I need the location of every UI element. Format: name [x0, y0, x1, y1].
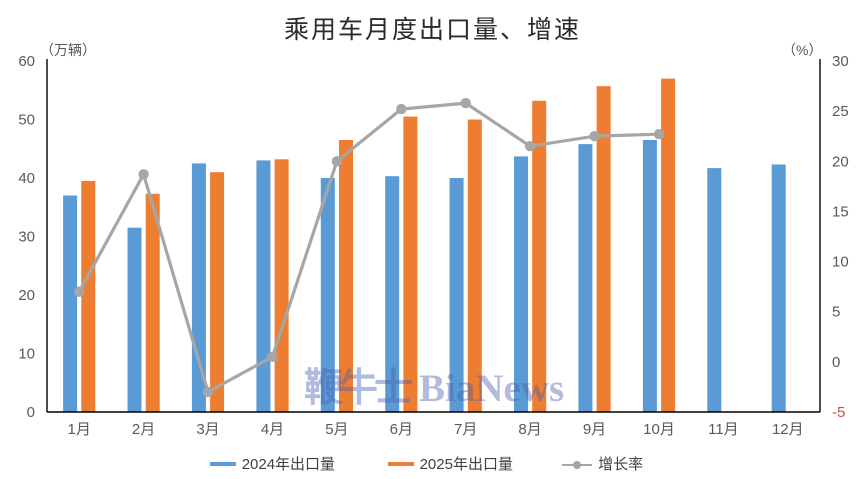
svg-text:0: 0 [27, 404, 35, 421]
svg-text:10月: 10月 [643, 421, 675, 438]
svg-text:-5: -5 [832, 404, 845, 421]
svg-text:4月: 4月 [261, 421, 284, 438]
svg-text:7月: 7月 [454, 421, 477, 438]
svg-text:10: 10 [832, 254, 849, 271]
svg-text:11月: 11月 [708, 421, 739, 438]
svg-text:2月: 2月 [132, 421, 155, 438]
svg-text:8月: 8月 [518, 421, 541, 438]
svg-text:5月: 5月 [325, 421, 348, 438]
svg-text:30: 30 [832, 53, 849, 70]
svg-text:40: 40 [18, 170, 35, 187]
svg-text:9月: 9月 [583, 421, 606, 438]
svg-text:0: 0 [832, 354, 840, 371]
svg-text:10: 10 [18, 346, 35, 363]
svg-text:12月: 12月 [772, 421, 804, 438]
svg-text:5: 5 [832, 304, 840, 321]
svg-text:30: 30 [18, 229, 35, 246]
svg-text:20: 20 [18, 287, 35, 304]
svg-text:15: 15 [832, 203, 849, 220]
svg-text:3月: 3月 [196, 421, 219, 438]
svg-text:25: 25 [832, 103, 849, 120]
svg-text:6月: 6月 [390, 421, 413, 438]
svg-text:60: 60 [18, 53, 35, 70]
svg-text:1月: 1月 [68, 421, 91, 438]
svg-text:20: 20 [832, 153, 849, 170]
svg-text:50: 50 [18, 112, 35, 129]
